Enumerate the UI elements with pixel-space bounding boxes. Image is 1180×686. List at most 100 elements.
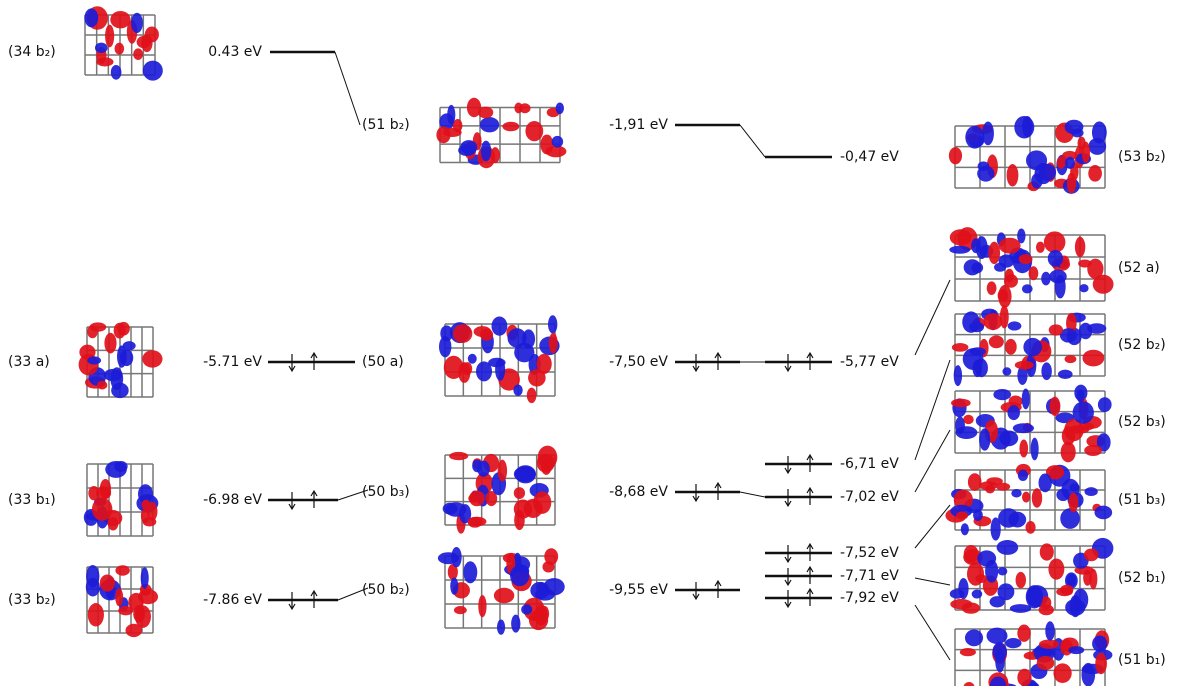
lobe [521, 604, 532, 614]
lobe [1005, 339, 1017, 355]
lobe [979, 428, 990, 450]
lobe [988, 242, 1000, 265]
lobe [1022, 492, 1030, 503]
lobe [552, 136, 563, 148]
lobe [447, 105, 455, 125]
lobe [1045, 621, 1055, 640]
energy-label: -7,71 eV [840, 568, 899, 584]
lobe [972, 590, 983, 599]
energy-label: -7.86 eV [203, 592, 262, 608]
energy-label: 0.43 eV [208, 44, 262, 60]
lobe [1026, 585, 1043, 608]
lobe [1069, 493, 1079, 513]
lobe [956, 426, 978, 439]
lobe [949, 246, 970, 254]
lobe [1031, 438, 1039, 461]
lobe [514, 466, 536, 482]
energy-label: -9,55 eV [609, 582, 668, 598]
lobe [962, 602, 980, 613]
lobe [491, 316, 507, 335]
lobe [1053, 663, 1071, 683]
lobe [986, 477, 1002, 485]
lobe [135, 605, 151, 628]
lobe [1084, 487, 1097, 496]
orbital-label: (51 b₃) [1118, 492, 1166, 508]
lobe [468, 494, 478, 502]
lobe [468, 517, 482, 528]
lobe [108, 517, 118, 531]
lobe [1058, 370, 1073, 379]
energy-label: -6,71 eV [840, 456, 899, 472]
lobe [1019, 440, 1028, 458]
lobe [1073, 401, 1094, 423]
lobe [92, 498, 112, 521]
lobe [1007, 164, 1019, 187]
lobe [137, 36, 151, 48]
lobe [975, 359, 988, 378]
lobe [1018, 470, 1028, 481]
orbital-label: (52 b₃) [1118, 414, 1166, 430]
connector [335, 52, 360, 125]
lobe [1065, 157, 1075, 169]
orbital-label: (51 b₁) [1118, 652, 1166, 668]
lobe [1015, 361, 1034, 370]
connector [915, 578, 950, 585]
lobe [999, 238, 1021, 254]
lobe [1048, 250, 1063, 267]
lobe [998, 285, 1011, 308]
energy-label: -7,52 eV [840, 545, 899, 561]
orbital-label: (34 b₂) [8, 44, 56, 60]
lobe [1026, 150, 1047, 170]
lobe [463, 561, 477, 583]
lobe [951, 399, 971, 408]
lobe [999, 254, 1015, 267]
lobe [963, 415, 974, 424]
lobe [111, 65, 122, 80]
lobe [533, 491, 551, 514]
lobe [982, 121, 994, 145]
lobe [1095, 653, 1107, 675]
lobe [480, 117, 499, 132]
lobe [474, 326, 492, 337]
lobe [1092, 635, 1107, 651]
lobe [987, 281, 997, 295]
lobe [527, 388, 537, 404]
lobe [1032, 488, 1042, 507]
lobe [1082, 350, 1104, 367]
lobe [502, 122, 519, 131]
lobe [1075, 237, 1085, 257]
lobe [1016, 572, 1026, 588]
lobe [141, 567, 149, 588]
orbital-picture [949, 116, 1107, 194]
lobe [960, 648, 976, 656]
lobe [453, 324, 472, 343]
energy-label: -0,47 eV [840, 149, 899, 165]
lobe [1007, 405, 1019, 420]
lobe [84, 8, 98, 27]
lobe [984, 313, 1003, 330]
lobe [969, 322, 984, 332]
mo-diagram: (34 b₂)0.43 eV(33 a)-5.71 eV(33 b₁)-6.98… [0, 0, 1180, 686]
lobe [961, 523, 969, 535]
lobe [104, 333, 116, 354]
lobe [510, 565, 529, 586]
lobe [1029, 266, 1039, 280]
lobe [133, 48, 143, 60]
lobe [1048, 558, 1064, 579]
lobe [542, 561, 554, 572]
lobe [468, 354, 477, 364]
lobe [1065, 599, 1085, 616]
energy-label: -8,68 eV [609, 484, 668, 500]
lobe [1013, 423, 1034, 433]
orbital-picture [952, 305, 1106, 386]
lobe [97, 381, 107, 390]
lobe [1087, 323, 1106, 334]
orbital-picture [438, 547, 565, 635]
lobe [1068, 646, 1084, 654]
lobe [956, 511, 968, 519]
connector [740, 492, 765, 497]
lobe [1041, 272, 1051, 286]
lobe [118, 606, 133, 615]
lobe [1077, 390, 1085, 403]
lobe [1019, 254, 1033, 264]
